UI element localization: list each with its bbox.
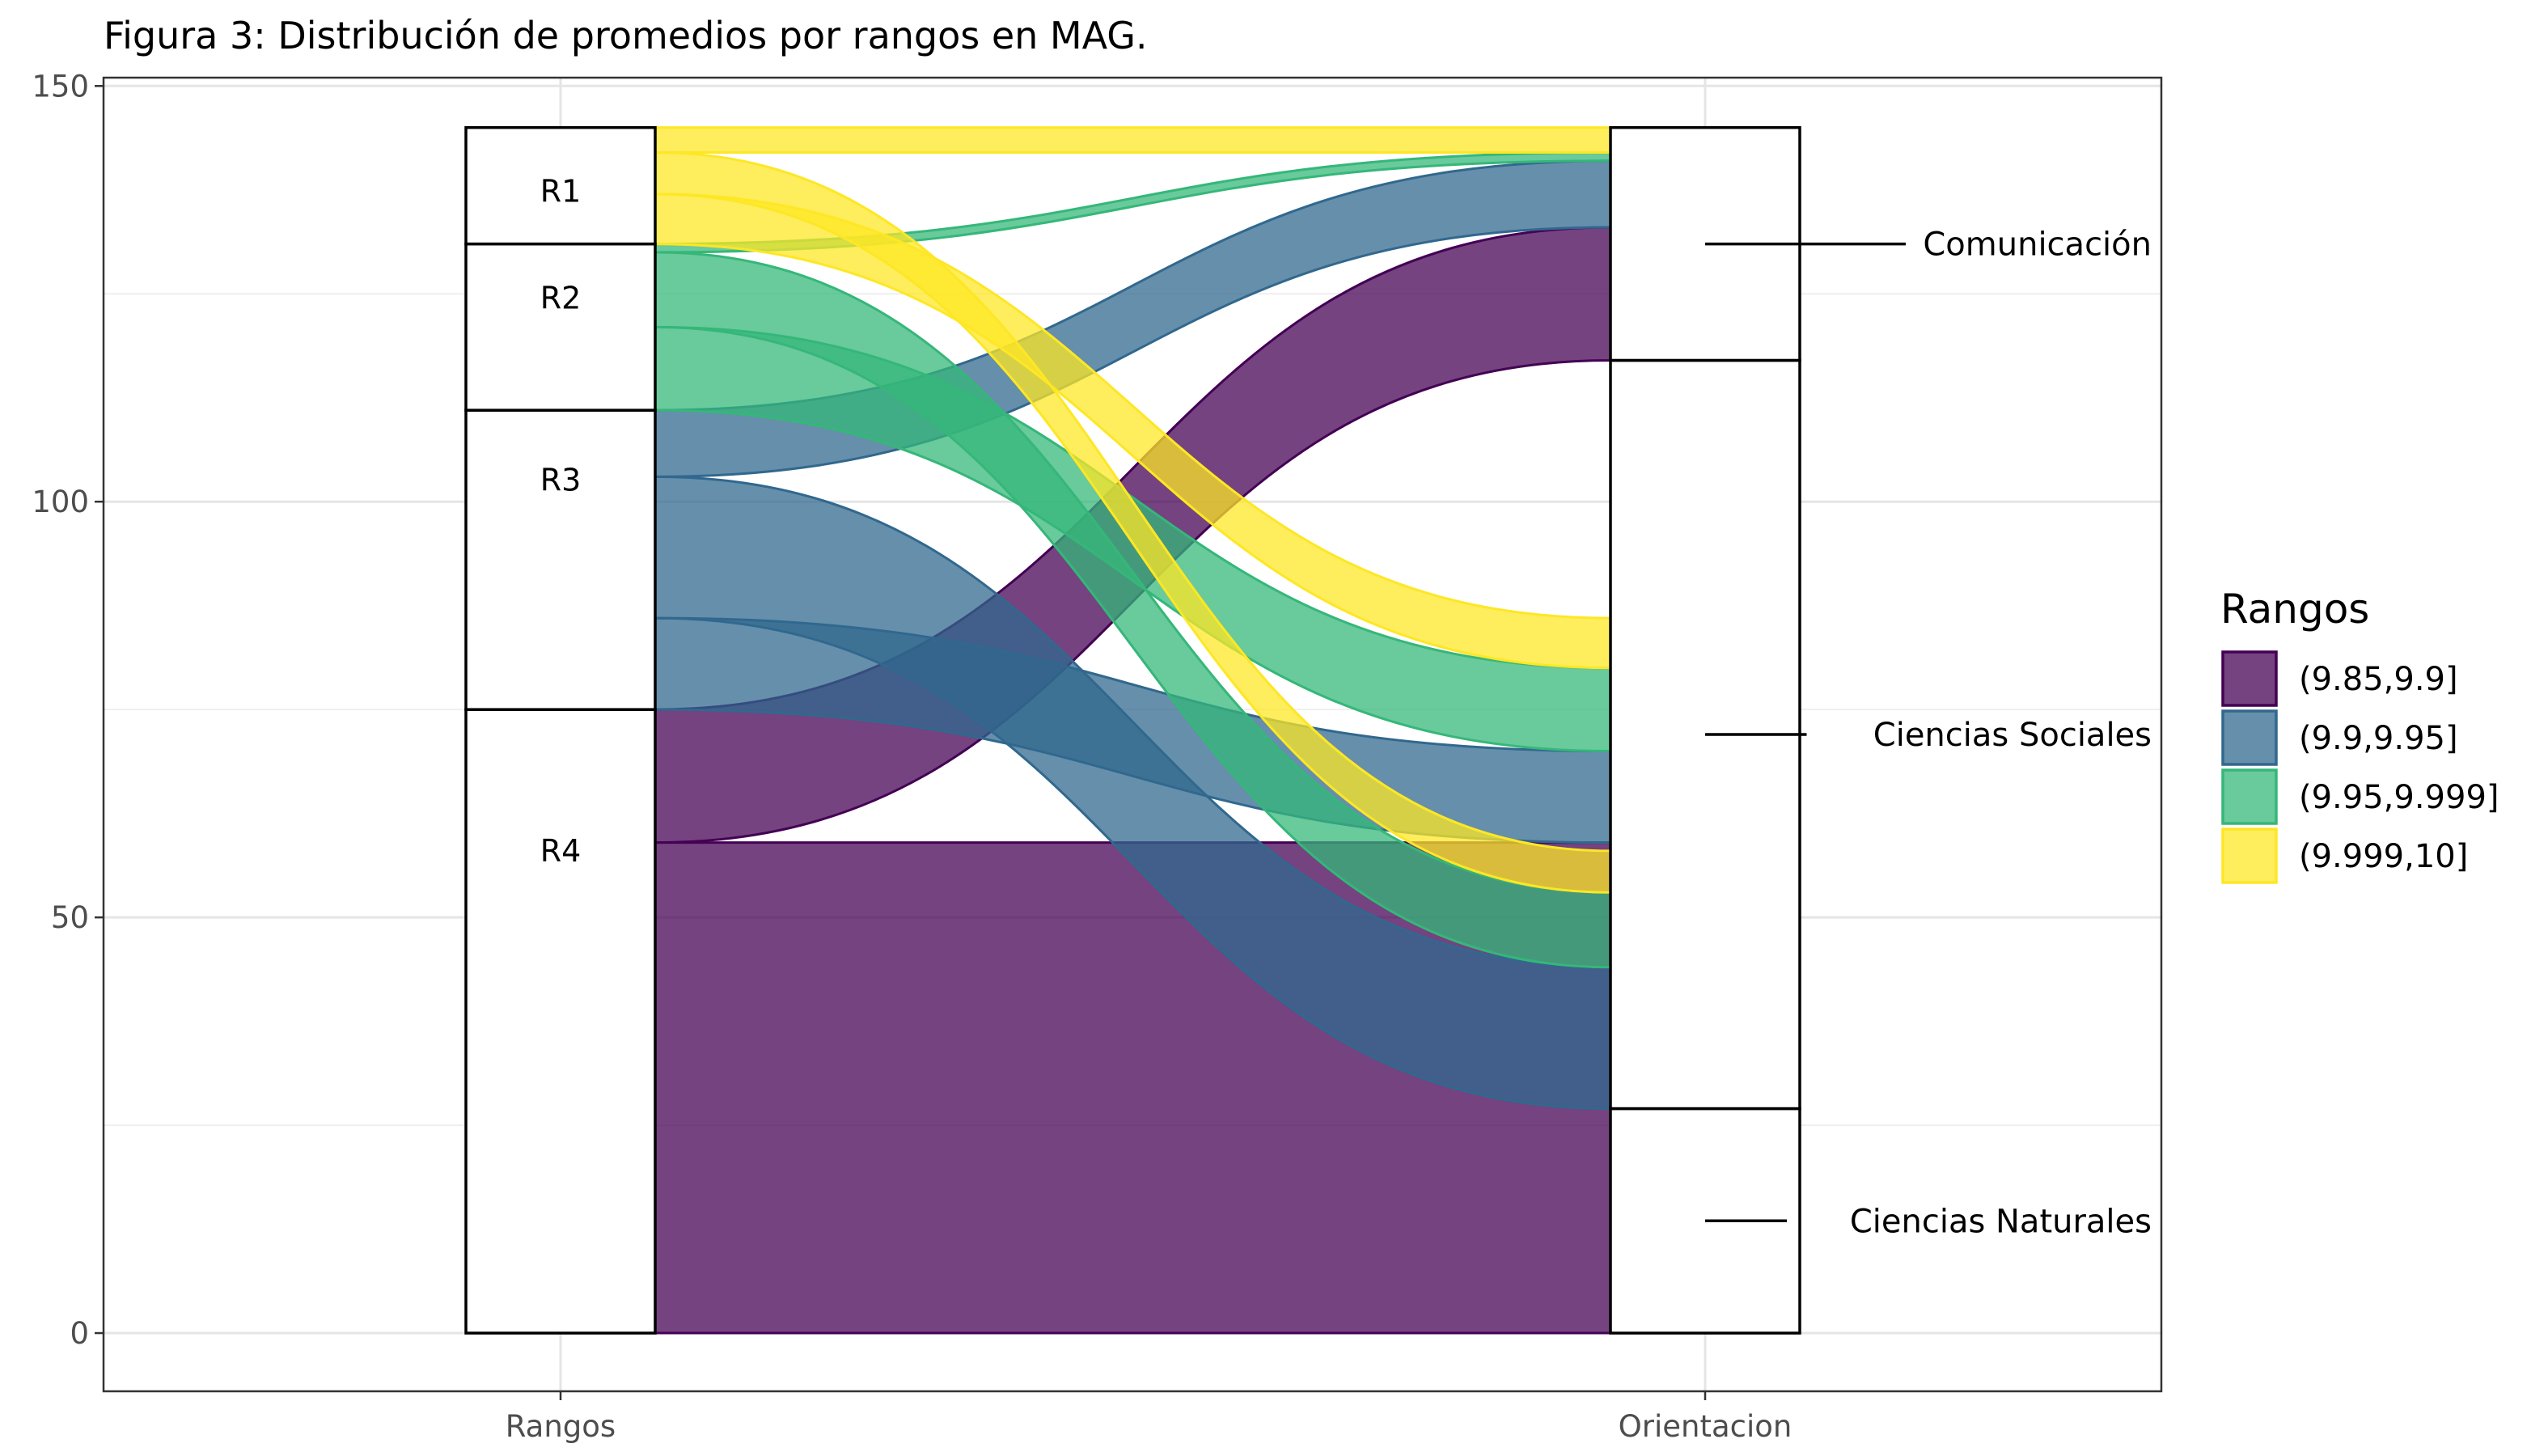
- stratum-label-r3: R3: [540, 463, 582, 498]
- stratum-label-r4: R4: [540, 833, 582, 869]
- legend-key-9-85-9-9: [2221, 650, 2278, 707]
- callout-label-ciencias-naturales: Ciencias Naturales: [1850, 1203, 2152, 1240]
- y-tick-label: 50: [51, 900, 89, 935]
- legend-label-9-9-9-95: (9.9,9.95]: [2299, 720, 2458, 757]
- legend-label-9-85-9-9: (9.85,9.9]: [2299, 661, 2458, 698]
- chart-title: Figura 3: Distribución de promedios por …: [104, 14, 1148, 57]
- stratum-r3: [464, 408, 657, 711]
- stratum-r4: [464, 708, 657, 1335]
- y-tick-label: 100: [32, 485, 89, 519]
- stratum-label-r2: R2: [540, 281, 582, 316]
- callout-label-ciencias-sociales: Ciencias Sociales: [1873, 717, 2152, 754]
- legend-label-9-95-9-999: (9.95,9.999]: [2299, 779, 2499, 816]
- flow-r1-to-comunicacion: [654, 126, 1612, 154]
- strata: R4 R3 R2 R1: [464, 125, 1801, 1335]
- flows: [654, 126, 1612, 1335]
- x-tick-label-orientacion: Orientacion: [1619, 1409, 1792, 1444]
- legend-title: Rangos: [2220, 586, 2369, 633]
- panel-border: [102, 76, 2163, 1393]
- legend-key-9-95-9-999: [2221, 768, 2278, 825]
- stratum-r1: [464, 125, 657, 246]
- axes: 0 50 100 150 Rangos Orientacion: [32, 69, 2163, 1444]
- legend-key-9-999-10: [2221, 827, 2278, 884]
- legend-key-9-9-9-95: [2221, 709, 2278, 766]
- y-tick-label: 0: [70, 1316, 89, 1351]
- stratum-r2: [464, 242, 657, 412]
- stratum-callouts: Ciencias Naturales Ciencias Sociales Comun…: [1705, 226, 2152, 1240]
- legend: Rangos (9.85,9.9] (9.9,9.95] (9.95,9.999] (…: [2220, 586, 2499, 884]
- callout-label-comunicacion: Comunicación: [1923, 226, 2152, 264]
- y-tick-label: 150: [32, 69, 89, 104]
- legend-label-9-999-10: (9.999,10]: [2299, 838, 2468, 875]
- x-tick-label-rangos: Rangos: [506, 1409, 616, 1444]
- stratum-label-r1: R1: [540, 174, 582, 210]
